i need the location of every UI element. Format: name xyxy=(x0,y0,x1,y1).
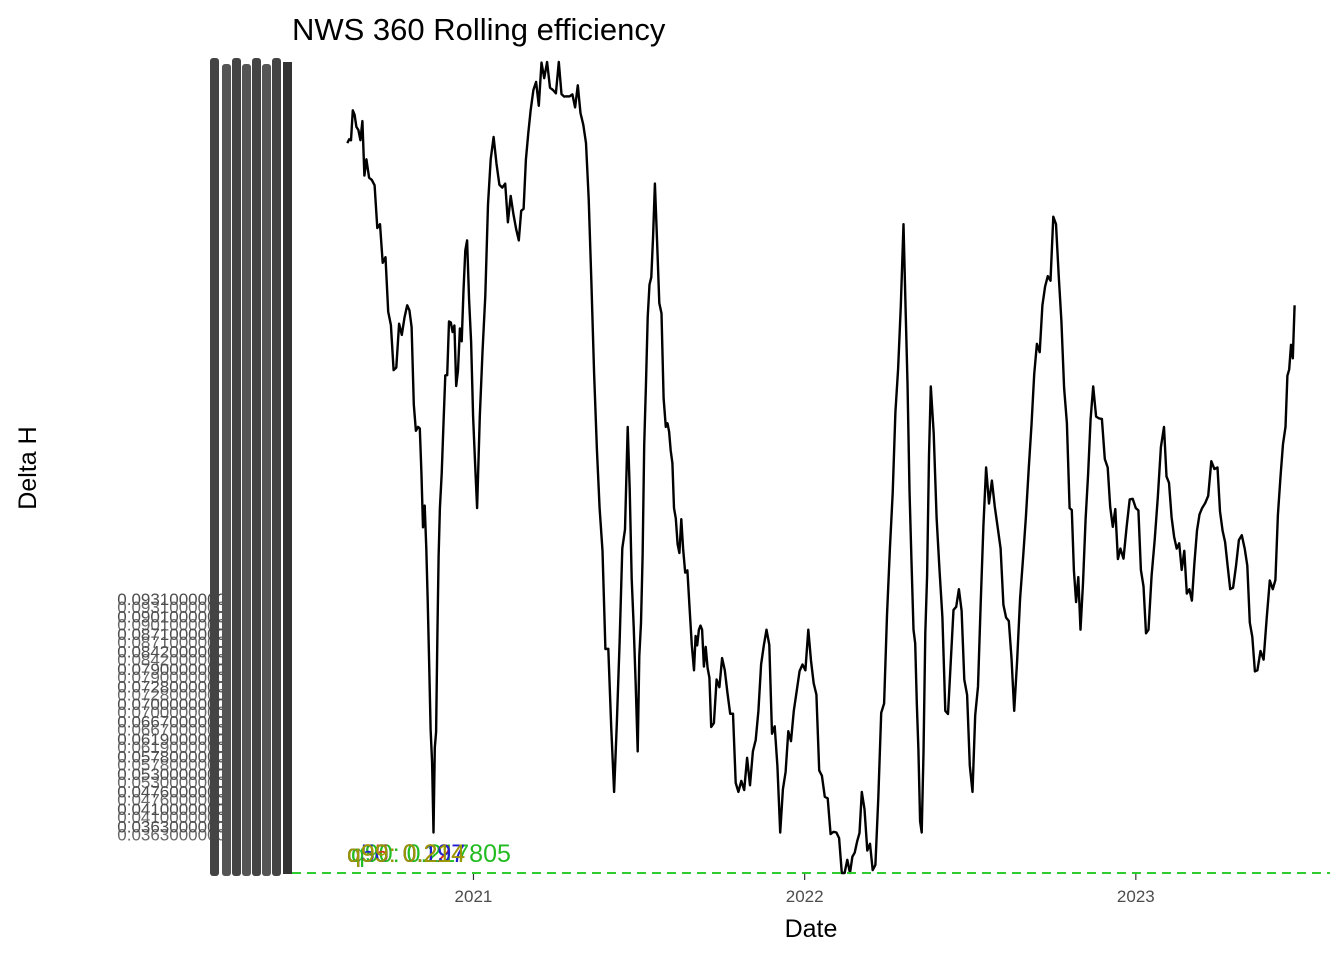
y-axis-tick-labels: 0.09310000000.09310000000.09010000000.09… xyxy=(117,58,281,876)
y-tick-label-stack xyxy=(242,64,251,876)
y-tick-label-overlap: 0.0410000000 xyxy=(117,808,226,827)
y-tick-label: 0.0578000000 xyxy=(117,748,226,767)
y-tick-label-overlap: 0.0476000000 xyxy=(117,791,226,810)
y-tick-label: 0.0728000000 xyxy=(117,678,226,697)
y-tick-label-overlap: 0.0728000000 xyxy=(117,686,226,705)
x-tick-label: 2021 xyxy=(455,887,493,906)
y-tick-label: 0.0410000000 xyxy=(117,800,226,819)
y-tick-label-overlap: 0.0363000000 xyxy=(117,826,226,845)
y-tick-label-overlap: 0.0667000000 xyxy=(117,721,226,740)
y-tick-label-stack xyxy=(222,64,231,876)
y-tick-label: 0.0842000000 xyxy=(117,643,226,662)
y-tick-label: 0.0700000000 xyxy=(117,695,226,714)
y-tick-label-overlap: 0.0790000000 xyxy=(117,668,226,687)
y-tick-label-stack xyxy=(252,58,261,876)
quantile-annotation: q90: 0.217805 xyxy=(351,840,511,868)
y-tick-label: 0.0530000000 xyxy=(117,765,226,784)
y-tick-label: 0.0667000000 xyxy=(117,713,226,732)
y-tick-label: 0.0476000000 xyxy=(117,783,226,802)
y-tick-label-overlap: 0.0842000000 xyxy=(117,651,226,670)
quantile-annotation: q99: 0.214 xyxy=(347,840,465,868)
x-axis-title: Date xyxy=(785,915,838,943)
y-tick-label: 0.0871000000 xyxy=(117,625,226,644)
y-tick-label-stack xyxy=(272,58,281,876)
y-tick-label-overlap: 0.0619000000 xyxy=(117,738,226,757)
y-tick-label: 0.0901000000 xyxy=(117,608,226,627)
y-tick-label-stack xyxy=(210,58,219,876)
chart-title: NWS 360 Rolling efficiency xyxy=(292,12,666,47)
y-tick-label-overlap: 0.0530000000 xyxy=(117,773,226,792)
y-tick-label: 0.0931000000 xyxy=(117,590,226,609)
series-line xyxy=(346,60,1296,875)
y-tick-label-overlap: 0.0931000000 xyxy=(117,598,226,617)
x-tick-label: 2022 xyxy=(786,887,824,906)
y-tick-label-overlap: 0.0901000000 xyxy=(117,616,226,635)
x-tick-label: 2023 xyxy=(1117,887,1155,906)
y-axis-line xyxy=(283,62,292,874)
y-axis-title: Delta H xyxy=(14,426,42,509)
y-tick-label-stack xyxy=(262,64,271,876)
y-tick-label-overlap: 0.0578000000 xyxy=(117,756,226,775)
y-tick-label-overlap: 0.0700000000 xyxy=(117,703,226,722)
y-tick-label: 0.0619000000 xyxy=(117,730,226,749)
y-tick-label-stack xyxy=(232,58,241,876)
quantile-annotation: q95: 0.224 xyxy=(347,840,465,868)
quantile-annotation: q50: 0.197 xyxy=(347,840,465,868)
y-tick-label: 0.0363000000 xyxy=(117,818,226,837)
x-axis-ticks: 2021 2022 2023 xyxy=(455,874,1155,906)
y-tick-label: 0.0790000000 xyxy=(117,660,226,679)
y-tick-label-overlap: 0.0871000000 xyxy=(117,633,226,652)
